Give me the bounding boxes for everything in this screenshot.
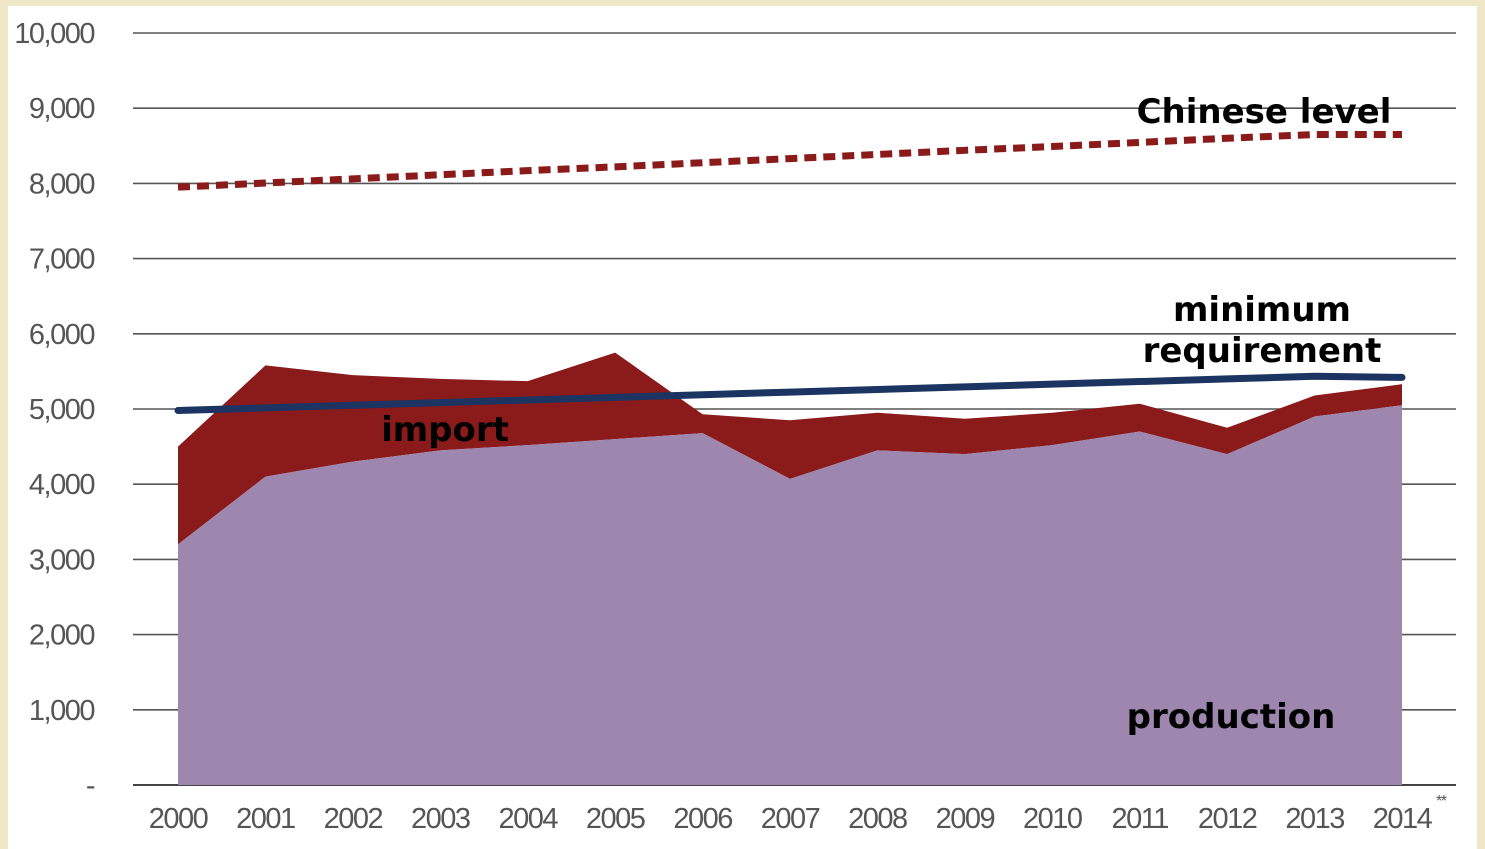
y-tick-label: 1,000 xyxy=(29,695,94,727)
y-tick-label: 7,000 xyxy=(29,244,94,276)
production-area xyxy=(178,405,1402,785)
import-label: import xyxy=(381,410,509,450)
x-tick-suffix: ** xyxy=(1436,793,1447,810)
x-tick-label: 2007 xyxy=(761,803,820,835)
x-tick-label: 2009 xyxy=(936,803,995,835)
y-tick-label: 9,000 xyxy=(29,93,94,125)
x-tick-label: 2011 xyxy=(1112,803,1169,835)
x-tick-label: 2014 xyxy=(1373,803,1433,835)
y-tick-label: 4,000 xyxy=(29,469,94,501)
y-tick-label: 10,000 xyxy=(14,18,94,50)
x-tick-label: 2012 xyxy=(1198,803,1257,835)
minimum-requirement-label-line2: requirement xyxy=(1143,331,1382,371)
x-tick-label: 2010 xyxy=(1023,803,1082,835)
minimum-requirement-line xyxy=(174,372,1406,415)
x-tick-label: 2002 xyxy=(324,803,383,835)
production-label: production xyxy=(1127,697,1336,737)
y-tick-label: 6,000 xyxy=(29,319,94,351)
x-tick-label: 2013 xyxy=(1285,803,1344,835)
y-tick-label: - xyxy=(86,770,95,802)
x-tick-label: 2003 xyxy=(411,803,470,835)
x-tick-label: 2008 xyxy=(848,803,907,835)
x-tick-label: 2005 xyxy=(586,803,645,835)
x-axis-ticks: 2000 2001 2002 2003 2004 2005 2006 2007 2008 2009… xyxy=(149,793,1448,835)
x-tick-label: 2006 xyxy=(673,803,732,835)
y-tick-label: 2,000 xyxy=(29,620,94,652)
y-tick-label: 5,000 xyxy=(29,394,94,426)
line-series xyxy=(174,131,1406,415)
y-tick-label: 3,000 xyxy=(29,544,94,576)
area-chart: - 1,000 2,000 3,000 4,000 5,000 6,000 7,000 8,00… xyxy=(14,18,1456,835)
x-tick-label: 2000 xyxy=(149,803,208,835)
y-tick-label: 8,000 xyxy=(29,168,94,200)
x-tick-label: 2001 xyxy=(236,803,295,835)
y-axis-ticks: - 1,000 2,000 3,000 4,000 5,000 6,000 7,000 8,00… xyxy=(14,18,96,802)
x-tick-label: 2004 xyxy=(498,803,558,835)
minimum-requirement-label-line1: minimum xyxy=(1173,290,1351,330)
chinese-level-line xyxy=(177,131,1402,191)
chart-frame: - 1,000 2,000 3,000 4,000 5,000 6,000 7,000 8,00… xyxy=(8,6,1477,849)
chinese-level-label: Chinese level xyxy=(1137,92,1392,132)
annotations: Chinese level minimum requirement import… xyxy=(381,92,1391,737)
